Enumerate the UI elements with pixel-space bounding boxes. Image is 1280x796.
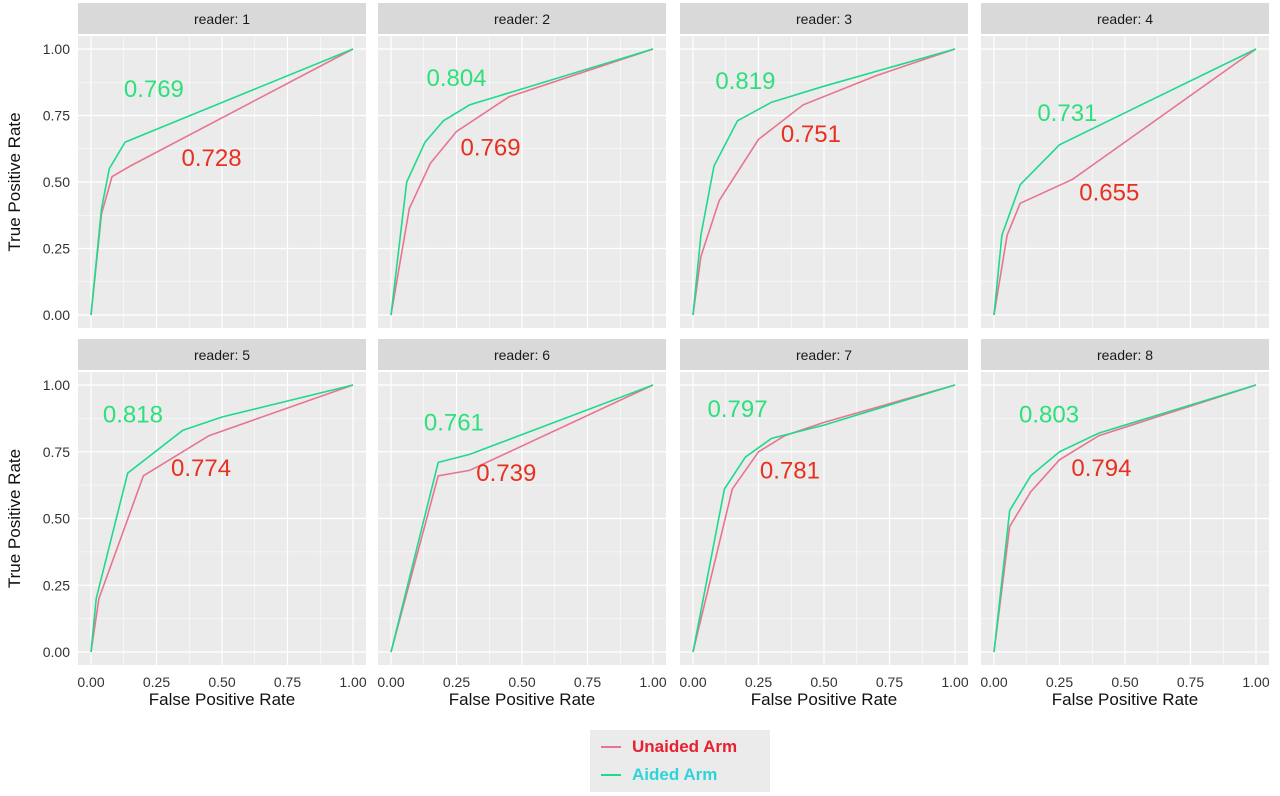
panel-reader-6: reader: 6 0.761 0.739 0.00 0.25 0.50 0.75 1.00 F… <box>377 339 667 709</box>
x-tick-label: 0.00 <box>679 674 706 690</box>
auc-label-aided: 0.804 <box>426 65 486 92</box>
panel-strip <box>981 339 1269 370</box>
legend-label-aided: Aided Arm <box>632 765 718 784</box>
x-tick-label: 0.00 <box>377 674 404 690</box>
x-tick-label: 1.00 <box>639 674 666 690</box>
x-tick-label: 0.00 <box>77 674 104 690</box>
panel-reader-8: reader: 8 0.803 0.794 0.00 0.25 0.50 0.75 1.00 F… <box>980 339 1270 709</box>
roc-curve-unaided <box>390 48 654 316</box>
auc-label-aided: 0.818 <box>103 401 163 428</box>
legend-item-unaided: Unaided Arm <box>598 734 737 760</box>
panel-reader-5: reader: 5 0.818 0.774 0.00 0.25 0.50 0.75 1.00 0… <box>43 339 367 709</box>
roc-curve-aided <box>90 48 354 316</box>
panel-strip <box>378 3 666 34</box>
panel-strip-label: reader: 3 <box>796 11 852 27</box>
panel-strip-label: reader: 4 <box>1097 11 1153 27</box>
x-tick-label: 1.00 <box>1242 674 1269 690</box>
x-tick-label: 0.50 <box>208 674 235 690</box>
roc-curve-aided <box>390 384 654 653</box>
legend-item-aided: Aided Arm <box>598 762 717 788</box>
roc-curve-unaided <box>993 48 1257 316</box>
panel-strip <box>378 339 666 370</box>
y-tick-label: 1.00 <box>43 377 70 393</box>
auc-label-unaided: 0.655 <box>1079 180 1139 207</box>
panel-strip-label: reader: 8 <box>1097 347 1153 363</box>
roc-curve-unaided <box>993 384 1257 653</box>
x-axis-title: False Positive Rate <box>1052 690 1198 709</box>
panel-strip <box>680 3 968 34</box>
legend-key-unaided <box>598 736 624 758</box>
auc-label-aided: 0.797 <box>708 396 768 423</box>
auc-label-unaided: 0.774 <box>171 455 231 482</box>
panel-strip-label: reader: 7 <box>796 347 852 363</box>
panel-strip <box>78 3 366 34</box>
x-tick-label: 0.75 <box>876 674 903 690</box>
y-tick-label: 0.75 <box>43 108 70 124</box>
auc-label-unaided: 0.739 <box>476 460 536 487</box>
roc-curve-unaided <box>692 48 956 316</box>
roc-curve-aided <box>993 384 1257 653</box>
panel-strip <box>680 339 968 370</box>
panel-strip-label: reader: 2 <box>494 11 550 27</box>
panel-strip <box>981 3 1269 34</box>
roc-curve-aided <box>692 48 956 316</box>
roc-curve-aided <box>993 48 1257 316</box>
x-tick-label: 0.00 <box>980 674 1007 690</box>
y-axis-title: True Positive Rate <box>5 449 24 588</box>
x-axis-title: False Positive Rate <box>751 690 897 709</box>
y-tick-label: 0.50 <box>43 174 70 190</box>
panel-reader-7: reader: 7 0.797 0.781 0.00 0.25 0.50 0.75 1.00 F… <box>679 339 969 709</box>
panel-strip-label: reader: 5 <box>194 347 250 363</box>
x-axis-title: False Positive Rate <box>449 690 595 709</box>
y-axis-title: True Positive Rate <box>5 112 24 251</box>
auc-label-aided: 0.769 <box>124 76 184 103</box>
x-tick-label: 0.75 <box>274 674 301 690</box>
x-axis-title: False Positive Rate <box>149 690 295 709</box>
auc-label-aided: 0.731 <box>1037 100 1097 127</box>
x-tick-label: 0.25 <box>745 674 772 690</box>
x-tick-label: 0.25 <box>1046 674 1073 690</box>
panel-strip-label: reader: 6 <box>494 347 550 363</box>
x-tick-label: 1.00 <box>941 674 968 690</box>
x-tick-label: 0.75 <box>1177 674 1204 690</box>
x-tick-label: 0.50 <box>508 674 535 690</box>
panel-reader-4: reader: 4 0.731 0.655 <box>981 3 1269 328</box>
x-tick-label: 0.50 <box>810 674 837 690</box>
auc-label-unaided: 0.781 <box>760 457 820 484</box>
y-tick-label: 1.00 <box>43 41 70 57</box>
x-tick-label: 0.25 <box>143 674 170 690</box>
roc-curve-aided <box>390 48 654 316</box>
y-tick-label: 0.50 <box>43 511 70 527</box>
panel-strip-label: reader: 1 <box>194 11 250 27</box>
roc-curve-aided <box>90 384 354 653</box>
x-tick-label: 0.50 <box>1111 674 1138 690</box>
y-tick-label: 0.00 <box>43 644 70 660</box>
auc-label-aided: 0.819 <box>715 68 775 95</box>
legend: Unaided Arm Aided Arm <box>590 730 770 792</box>
legend-label-unaided: Unaided Arm <box>632 737 738 756</box>
roc-curve-unaided <box>390 384 654 653</box>
roc-curve-unaided <box>692 384 956 653</box>
x-tick-label: 1.00 <box>339 674 366 690</box>
auc-label-aided: 0.761 <box>424 409 484 436</box>
x-tick-label: 0.75 <box>574 674 601 690</box>
auc-label-unaided: 0.794 <box>1071 455 1131 482</box>
auc-label-aided: 0.803 <box>1019 401 1079 428</box>
panel-reader-1: reader: 1 0.769 0.728 0.00 0.25 0.50 0.75 1.00 <box>43 3 366 328</box>
panel-strip <box>78 339 366 370</box>
roc-curve-unaided <box>90 384 354 653</box>
auc-label-unaided: 0.728 <box>181 145 241 172</box>
roc-curve-aided <box>692 384 956 653</box>
legend-key-aided <box>598 764 624 786</box>
y-tick-label: 0.25 <box>43 577 70 593</box>
auc-label-unaided: 0.769 <box>461 134 521 161</box>
y-tick-label: 0.75 <box>43 444 70 460</box>
panel-reader-2: reader: 2 0.804 0.769 <box>378 3 666 328</box>
auc-label-unaided: 0.751 <box>781 121 841 148</box>
y-tick-label: 0.00 <box>43 307 70 323</box>
y-tick-label: 0.25 <box>43 241 70 257</box>
x-tick-label: 0.25 <box>443 674 470 690</box>
